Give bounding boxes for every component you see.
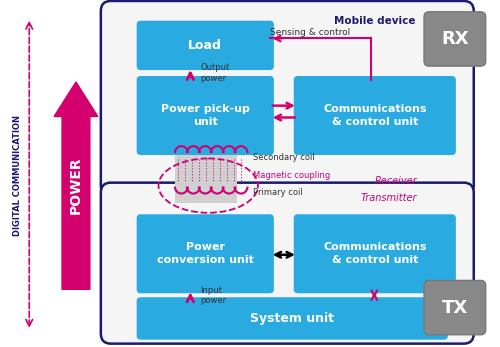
Text: Receiver: Receiver [374,176,417,186]
FancyBboxPatch shape [101,1,474,195]
Text: Sensing & control: Sensing & control [270,28,350,37]
Text: TX: TX [442,299,468,317]
FancyArrow shape [54,82,98,289]
FancyBboxPatch shape [136,76,274,155]
FancyBboxPatch shape [294,214,456,293]
Text: Transmitter: Transmitter [360,194,417,203]
Text: Secondary coil: Secondary coil [253,153,314,162]
Text: Load: Load [188,39,222,52]
FancyBboxPatch shape [294,76,456,155]
Text: Input
power: Input power [200,286,226,305]
FancyBboxPatch shape [136,214,274,293]
Text: System unit: System unit [250,312,334,325]
FancyBboxPatch shape [136,21,274,70]
Text: Power
conversion unit: Power conversion unit [157,242,254,265]
FancyBboxPatch shape [101,183,474,344]
FancyBboxPatch shape [424,12,486,66]
Bar [176,144,237,203]
Text: DIGITAL COMMUNICATION: DIGITAL COMMUNICATION [13,115,22,236]
Text: Primary coil: Primary coil [253,188,302,197]
Text: Mobile device: Mobile device [334,16,415,26]
FancyBboxPatch shape [136,297,448,340]
Text: Communications
& control unit: Communications & control unit [323,104,426,127]
FancyBboxPatch shape [424,280,486,335]
Text: Magnetic coupling: Magnetic coupling [253,171,330,180]
Text: POWER: POWER [69,157,83,214]
Text: Communications
& control unit: Communications & control unit [323,242,426,265]
Text: RX: RX [441,31,468,49]
Text: Power pick-up
unit: Power pick-up unit [161,104,250,127]
Text: Output
power: Output power [200,64,230,83]
